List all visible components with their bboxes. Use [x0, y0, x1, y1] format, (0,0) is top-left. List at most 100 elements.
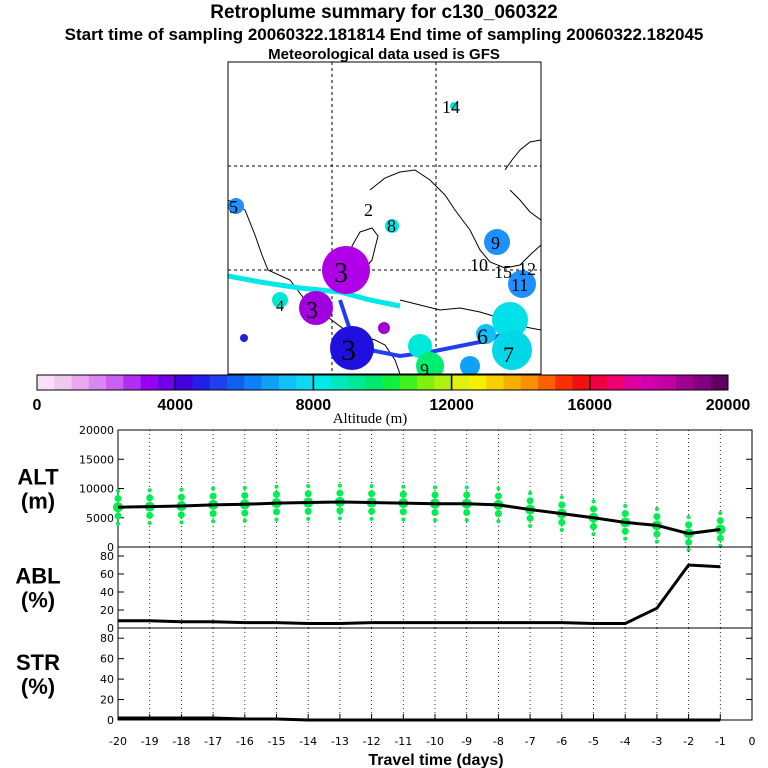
colorbar-swatch	[382, 375, 401, 390]
alt-scatter-point	[463, 508, 471, 516]
alt-scatter-point	[463, 491, 471, 499]
y-tick-label: 0	[107, 714, 114, 727]
colorbar-swatch	[140, 375, 159, 390]
colorbar-tick-label: 12000	[429, 397, 474, 414]
x-tick-label: -9	[461, 735, 472, 748]
alt-scatter-point	[242, 518, 247, 523]
plume-centerline-cyan	[228, 273, 401, 309]
colorbar-swatch	[417, 375, 435, 390]
alt-scatter-point	[273, 490, 280, 498]
alt-scatter-point	[716, 517, 724, 525]
colorbar-tick-label: 20000	[706, 397, 751, 414]
alt-scatter-point	[241, 509, 249, 517]
y-tick-label: 0	[107, 541, 114, 554]
colorbar-swatch	[434, 375, 453, 390]
alt-scatter-point	[591, 499, 596, 504]
colorbar-swatch	[347, 375, 366, 390]
x-tick-label: -1	[715, 735, 726, 748]
colorbar-tick-label: 4000	[157, 397, 193, 414]
x-tick-label: -5	[588, 735, 599, 748]
colorbar-swatch	[607, 375, 625, 390]
alt-scatter-point	[211, 486, 216, 491]
alt-scatter-point	[464, 518, 469, 523]
colorbar-swatch	[520, 375, 539, 390]
panel-ylabel: STR	[16, 650, 60, 675]
alt-scatter-point	[494, 510, 502, 518]
map-label: 5	[229, 197, 238, 217]
x-tick-label: -3	[651, 735, 662, 748]
colorbar-swatch	[572, 375, 591, 390]
y-tick-label: 60	[100, 568, 114, 581]
plume-cluster	[272, 292, 288, 308]
map-label: 7	[503, 342, 514, 367]
x-tick-label: -12	[363, 735, 381, 748]
alt-scatter-point	[114, 494, 122, 502]
alt-scatter-point	[496, 486, 501, 491]
map-label: 11	[511, 275, 528, 295]
alt-scatter-point	[114, 512, 122, 520]
colorbar-tick-label: 0	[33, 397, 42, 414]
x-tick-label: -8	[493, 735, 504, 748]
alt-scatter-point	[686, 547, 691, 552]
colorbar-swatch	[693, 375, 712, 390]
colorbar-tick-label: 16000	[568, 397, 613, 414]
alt-scatter-point	[304, 490, 312, 498]
alt-scatter-point	[304, 507, 312, 515]
alt-scatter-point	[559, 495, 564, 500]
plume-cluster	[299, 291, 333, 325]
alt-scatter-point	[433, 485, 437, 490]
coastline	[504, 139, 541, 171]
plume-cluster	[508, 270, 536, 298]
colorbar-tick-label: 8000	[296, 397, 332, 414]
x-tick-label: -15	[268, 735, 286, 748]
panel-ylabel-unit: (%)	[21, 674, 55, 699]
alt-scatter-point	[273, 508, 280, 516]
alt-scatter-point	[623, 536, 628, 541]
chart-title: Retroplume summary for c130_060322	[210, 2, 558, 23]
coastline	[369, 169, 541, 269]
colorbar-swatch	[261, 375, 280, 390]
panel-ylabel-unit: (m)	[21, 489, 55, 514]
alt-scatter-point	[179, 520, 184, 525]
y-tick-label: 20000	[79, 424, 114, 437]
altitude-colorbar: 0 4000 8000 12000 16000 20000 Altitude (m)	[33, 374, 751, 427]
y-tick-label: 40	[100, 586, 114, 599]
map-label: 2	[364, 200, 373, 220]
colorbar-swatch	[624, 375, 643, 390]
alt-scatter-point	[369, 484, 374, 489]
plume-cluster	[385, 219, 399, 233]
alt-scatter-point	[241, 492, 249, 500]
panel-frame	[117, 627, 753, 721]
colorbar-swatch	[503, 375, 522, 390]
alt-scatter-point	[116, 488, 120, 493]
y-tick-label: 40	[100, 673, 114, 686]
colorbar-swatch	[537, 375, 556, 390]
alt-scatter-point	[621, 527, 629, 535]
x-tick-label: -4	[620, 735, 631, 748]
alt-scatter-point	[464, 485, 469, 490]
colorbar-axis-label: Altitude (m)	[333, 411, 408, 427]
alt-scatter-point	[559, 528, 564, 533]
series-line	[118, 563, 721, 625]
alt-scatter-point	[590, 505, 597, 513]
y-tick-label: 80	[100, 632, 114, 645]
colorbar-swatch	[710, 375, 729, 390]
colorbar-frame	[36, 374, 729, 391]
map-label: 3	[306, 298, 318, 324]
alt-scatter-point	[147, 488, 152, 493]
y-tick-label: 10000	[79, 483, 114, 496]
x-tick-label: -13	[331, 735, 349, 748]
colorbar-swatch	[313, 375, 332, 390]
series-line	[117, 500, 721, 536]
alt-scatter-point	[401, 484, 406, 489]
map-label: 9	[491, 233, 500, 253]
colorbar-swatch	[641, 375, 660, 390]
y-tick-label: 5000	[86, 512, 114, 525]
colorbar-swatch	[157, 375, 176, 390]
alt-scatter-point	[590, 523, 597, 531]
alt-scatter-point	[116, 521, 120, 526]
map-label: 9	[420, 360, 429, 380]
alt-scatter-point	[399, 508, 407, 516]
alt-scatter-point	[686, 515, 691, 520]
plume-cluster	[492, 302, 528, 338]
